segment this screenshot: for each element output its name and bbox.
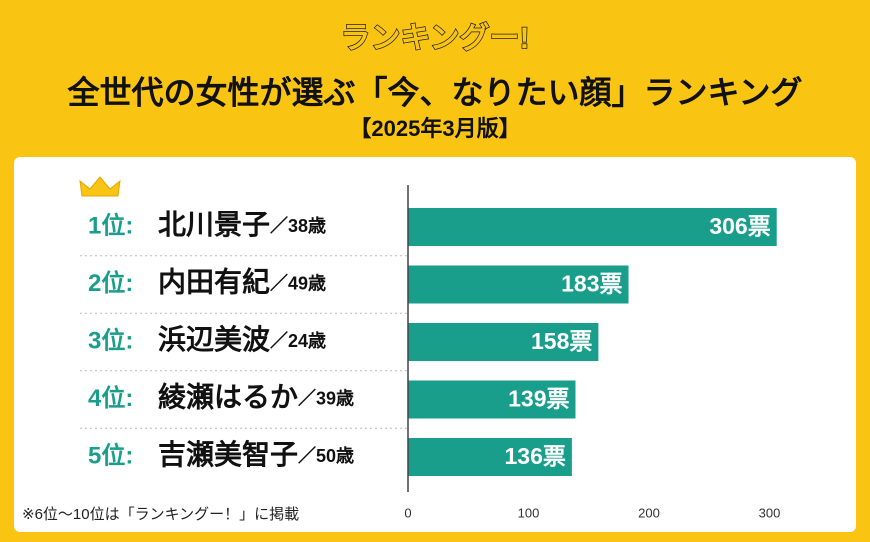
age: ／39歳 [298,388,354,408]
crown-icon [79,176,121,197]
name: 内田有紀 [158,266,270,298]
category-label: 内田有紀／49歳 [158,266,326,298]
value-label: 306票 [709,213,770,239]
footnote: ※6位〜10位は「ランキングー！」に掲載 [22,506,299,523]
age: ／38歳 [270,216,326,236]
bar [408,438,572,476]
logo: ランキングー! [340,22,529,55]
name: 吉瀬美智子 [158,439,298,470]
x-tick-label: 100 [518,505,540,520]
category-label: 綾瀬はるか／39歳 [158,382,354,413]
chart-title: 全世代の女性が選ぶ「今、なりたい顔」ランキング [66,74,802,110]
category-label: 吉瀬美智子／50歳 [158,439,354,470]
x-tick-label: 200 [638,505,660,520]
value-label: 136票 [505,443,566,469]
bar [408,380,576,419]
x-tick-label: 300 [759,505,781,520]
rank-label: 1位: [88,211,133,239]
bar [408,265,629,304]
name: 綾瀬はるか [158,382,298,413]
bar [408,208,777,246]
rank-label: 2位: [88,269,133,297]
chart-subtitle: 【2025年3月版】 [349,116,520,141]
name: 北川景子 [158,209,270,240]
x-tick-label: 0 [404,505,411,520]
category-label: 浜辺美波／24歳 [158,324,326,355]
rank-label: 4位: [88,384,133,412]
category-label: 北川景子／38歳 [158,209,326,240]
age: ／24歳 [270,331,326,351]
value-label: 183票 [561,271,622,297]
rank-label: 3位: [88,326,133,354]
rank-label: 5位: [88,441,133,469]
age: ／50歳 [298,446,354,466]
name: 浜辺美波 [158,324,271,355]
value-label: 158票 [531,328,592,354]
value-label: 139票 [508,386,569,412]
bar [408,323,599,361]
age: ／49歳 [270,273,326,293]
